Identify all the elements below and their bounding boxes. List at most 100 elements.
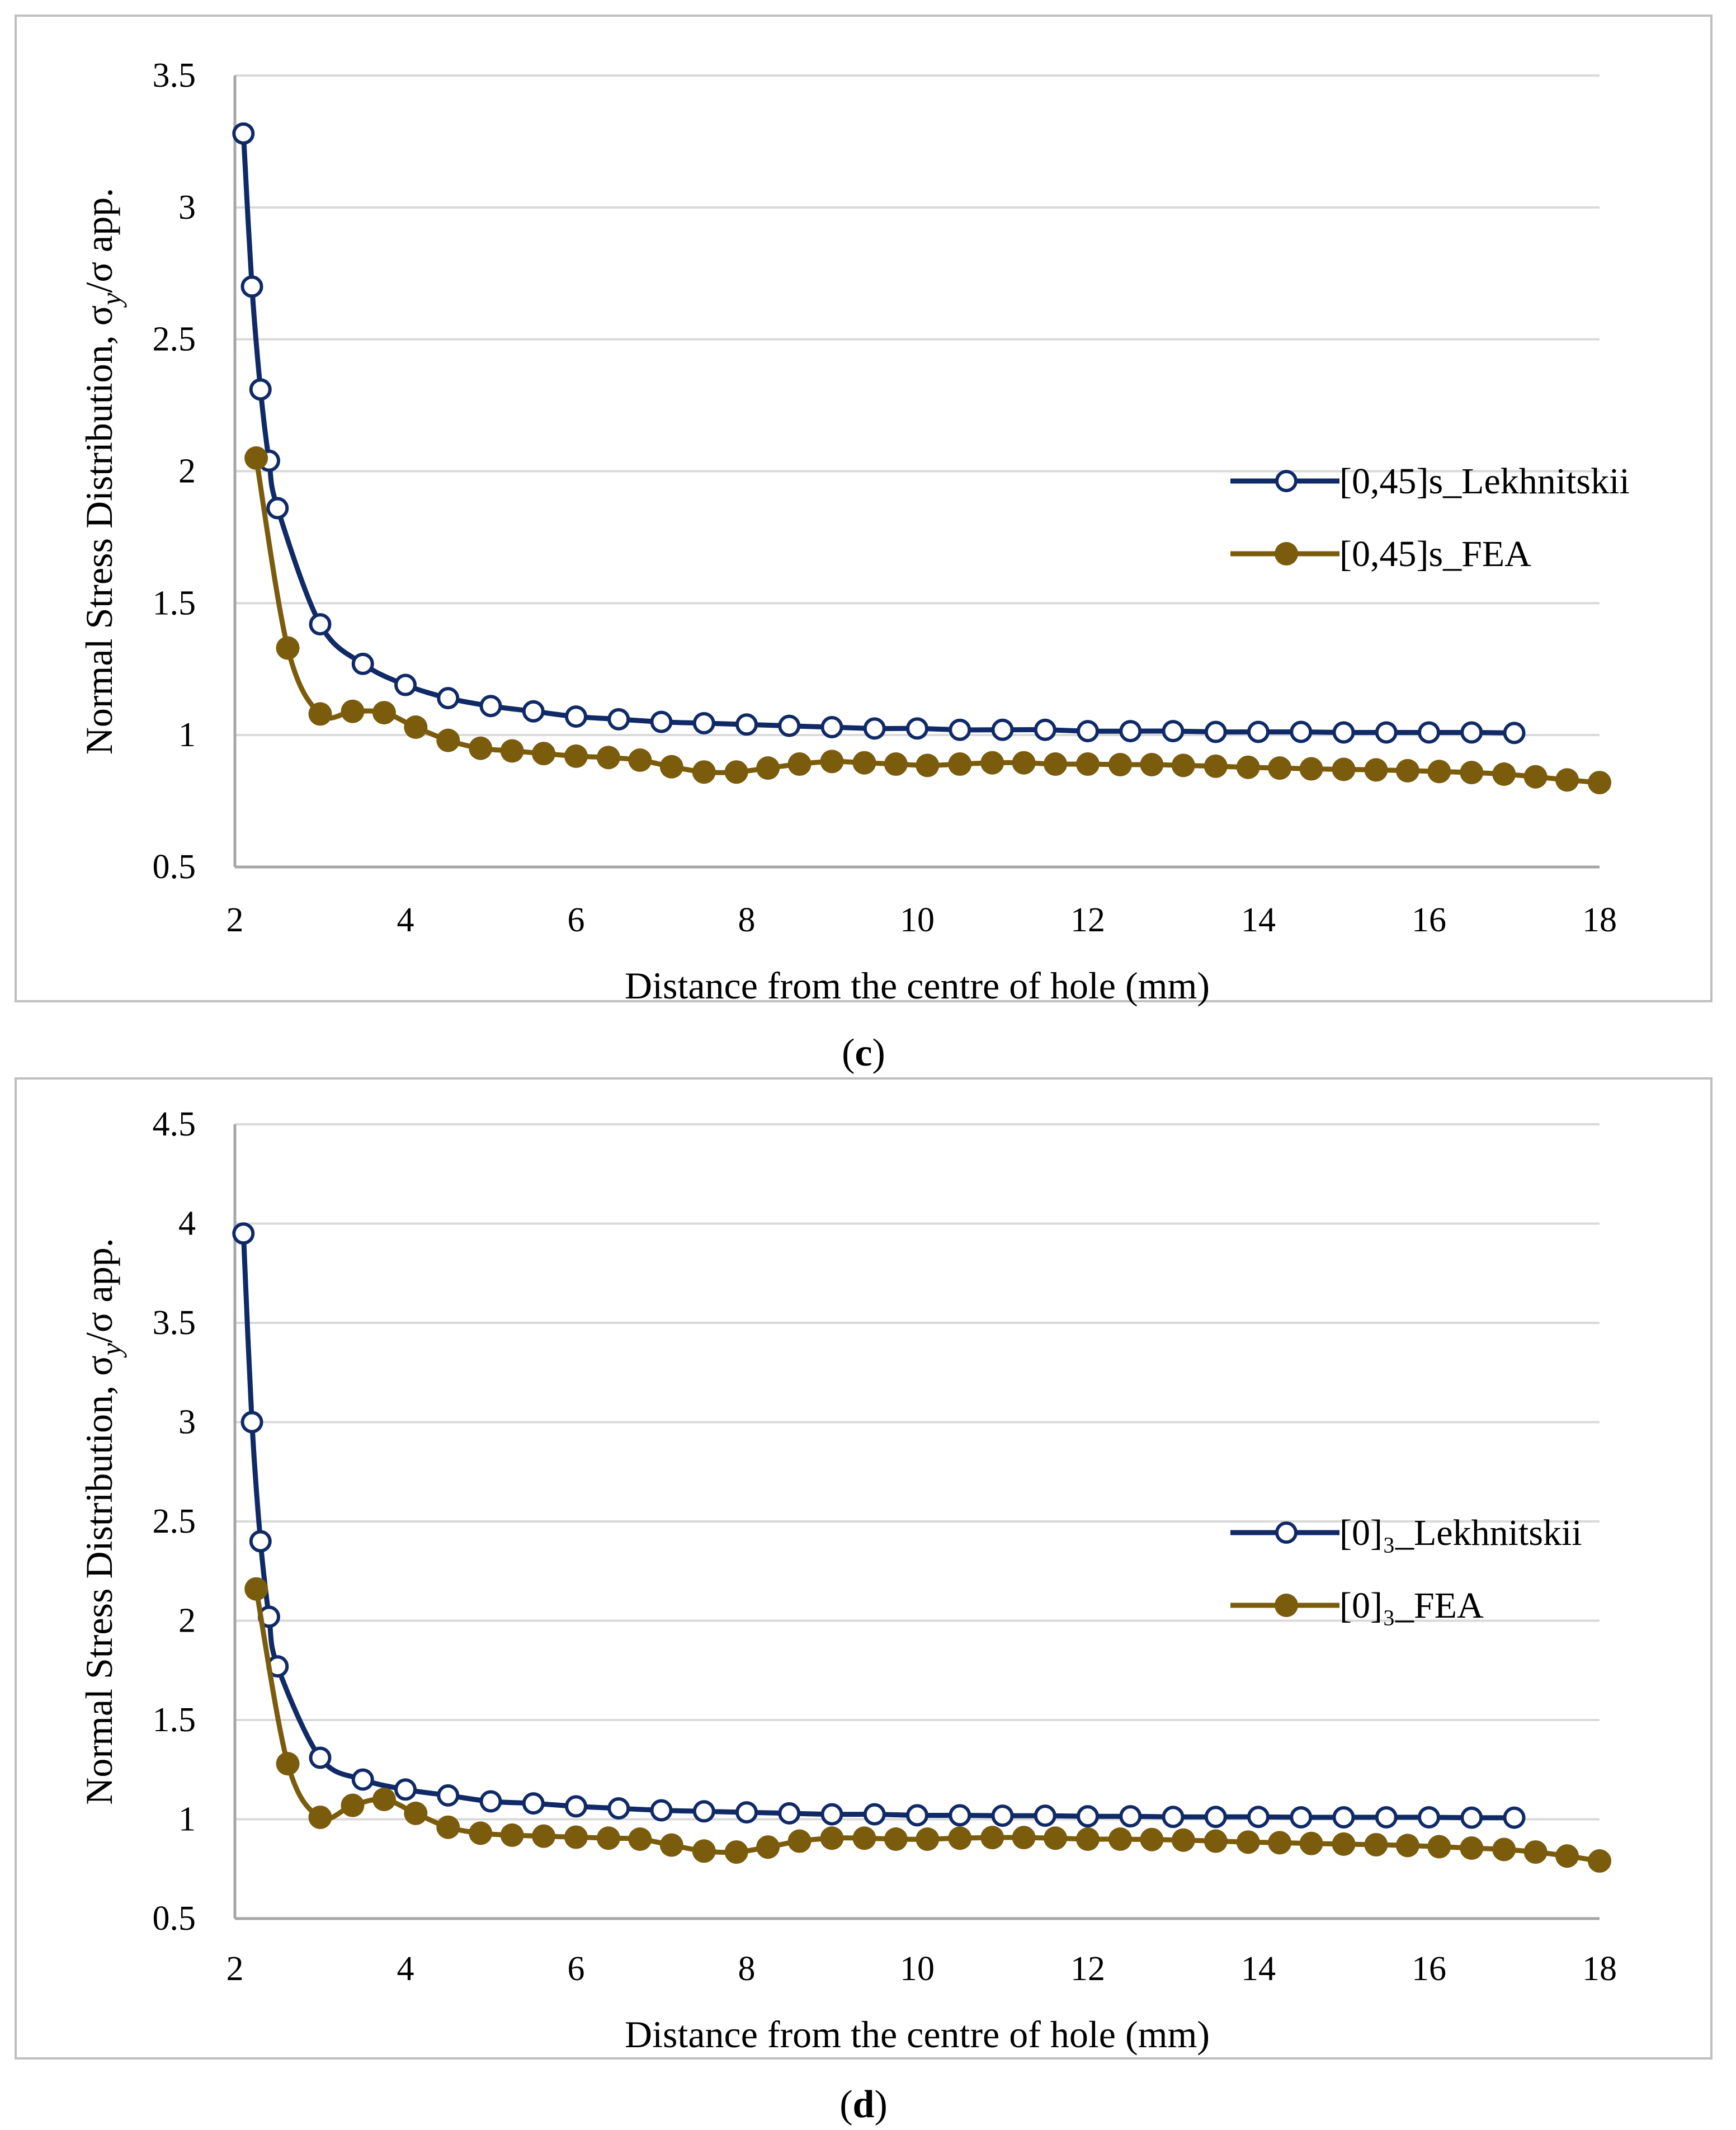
data-point-lekhnitskii [650, 710, 673, 733]
data-point-fea [852, 1826, 876, 1850]
data-point-fea [404, 715, 428, 739]
data-point-fea [1108, 1827, 1132, 1851]
data-point-lekhnitskii [394, 673, 417, 696]
data-point-lekhnitskii [692, 1800, 715, 1823]
legend-entry: [0]₃_Lekhnitskii [1230, 1512, 1582, 1553]
data-point-lekhnitskii [1162, 1806, 1185, 1829]
data-point-lekhnitskii [692, 711, 715, 734]
data-point-lekhnitskii [991, 1804, 1014, 1827]
y-axis-title-main: Normal Stress Distribution, σ [78, 305, 120, 755]
data-point-lekhnitskii [565, 705, 587, 728]
data-point-lekhnitskii [522, 700, 545, 723]
data-point-fea [596, 746, 620, 770]
data-point-fea [980, 751, 1004, 775]
data-point-lekhnitskii [1418, 1806, 1440, 1829]
data-point-lekhnitskii [240, 275, 263, 298]
x-tick-label: 2 [227, 901, 244, 939]
x-tick-label: 6 [568, 901, 585, 939]
data-point-fea [787, 752, 812, 776]
data-point-lekhnitskii [1204, 1806, 1227, 1829]
caption-open: ( [839, 2083, 852, 2126]
data-point-fea [948, 1826, 972, 1850]
data-point-lekhnitskii [479, 1790, 502, 1813]
data-point-fea [628, 748, 652, 772]
y-tick-label: 0.5 [153, 1900, 196, 1938]
data-point-fea [1299, 1831, 1323, 1855]
chart-frame [15, 15, 1713, 1002]
x-tick-label: 16 [1412, 1950, 1446, 1988]
legend-label: [0]₃_Lekhnitskii [1339, 1512, 1582, 1553]
data-point-fea [1076, 1827, 1100, 1851]
y-tick-label: 3 [178, 1403, 196, 1441]
y-tick-label: 3 [178, 189, 196, 227]
data-point-fea [1460, 1836, 1484, 1860]
data-point-fea [1492, 1837, 1516, 1862]
data-point-fea [564, 744, 588, 768]
data-point-fea [404, 1801, 428, 1825]
data-point-fea [341, 699, 365, 723]
data-point-fea [1395, 1834, 1419, 1858]
data-point-fea [372, 1788, 396, 1811]
data-point-fea [1044, 752, 1068, 776]
data-point-fea [564, 1825, 588, 1849]
data-point-fea [1140, 1827, 1164, 1851]
data-point-fea [724, 1840, 748, 1864]
data-point-fea [500, 739, 524, 763]
data-point-lekhnitskii [1162, 720, 1185, 743]
x-tick-label: 10 [900, 901, 935, 939]
data-point-lekhnitskii [778, 714, 801, 737]
y-axis-title: Normal Stress Distribution, σy/σ app. [78, 188, 127, 755]
y-tick-label: 0.5 [153, 848, 196, 886]
data-point-lekhnitskii [232, 1222, 255, 1245]
data-point-fea [1076, 752, 1100, 776]
data-point-fea [1588, 1849, 1611, 1873]
data-point-fea [1140, 752, 1164, 776]
x-axis-title: Distance from the centre of hole (mm) [625, 2013, 1210, 2056]
chart-panel-d: 0.5 1 1.5 2 2.5 3 3.5 4 4.5 2 4 6 8 10 12 14 16 18 Distanc… [15, 1077, 1713, 2126]
data-point-fea [724, 760, 748, 784]
data-point-fea [1012, 1826, 1036, 1850]
data-point-lekhnitskii [607, 1797, 630, 1820]
x-axis-title: Distance from the centre of hole (mm) [625, 964, 1210, 1007]
chart-panel-c: 0.5 1 1.5 2 2.5 3 3.5 2 4 6 8 10 12 14 16 18 Distance fr… [15, 15, 1713, 1075]
x-tick-label: 10 [900, 1950, 935, 1988]
y-tick-label: 3.5 [153, 56, 196, 95]
y-axis-title-main: Normal Stress Distribution, σ [78, 1355, 120, 1805]
data-point-fea [820, 750, 844, 774]
data-point-fea [980, 1826, 1004, 1850]
data-point-fea [916, 753, 940, 777]
data-point-lekhnitskii [778, 1802, 801, 1825]
data-point-fea [1236, 755, 1260, 779]
legend-entry: [0,45]s_FEA [1230, 534, 1531, 574]
x-tick-label: 18 [1582, 901, 1617, 939]
data-point-lekhnitskii [1375, 1806, 1398, 1829]
series-line [240, 1231, 1517, 1821]
data-point-lekhnitskii [735, 713, 758, 736]
data-point-lekhnitskii [1460, 1806, 1483, 1829]
x-tick-label: 18 [1582, 1950, 1617, 1988]
x-tick-label: 14 [1241, 901, 1276, 939]
data-point-fea [756, 1835, 780, 1859]
y-axis-title: Normal Stress Distribution, σy/σ app. [78, 1238, 127, 1804]
legend-marker [1275, 1521, 1298, 1544]
data-point-fea [372, 701, 396, 725]
y-tick-label: 2 [178, 453, 196, 491]
data-point-fea [884, 752, 908, 776]
data-point-fea [884, 1827, 908, 1851]
data-point-fea [787, 1829, 812, 1853]
data-point-fea [1012, 751, 1036, 775]
data-point-fea [1268, 756, 1292, 780]
data-point-fea [436, 728, 460, 752]
y-axis-title-sub: y [96, 293, 127, 308]
x-tick-label: 12 [1070, 901, 1105, 939]
data-point-fea [659, 755, 683, 779]
data-point-fea [1236, 1830, 1260, 1854]
data-point-lekhnitskii [820, 716, 843, 739]
y-tick-label: 1.5 [153, 1701, 196, 1739]
data-point-lekhnitskii [266, 497, 289, 520]
x-tick-label: 6 [568, 1950, 585, 1988]
data-point-fea [244, 446, 268, 470]
y-tick-label: 1 [178, 716, 196, 754]
data-point-lekhnitskii [863, 1803, 886, 1826]
